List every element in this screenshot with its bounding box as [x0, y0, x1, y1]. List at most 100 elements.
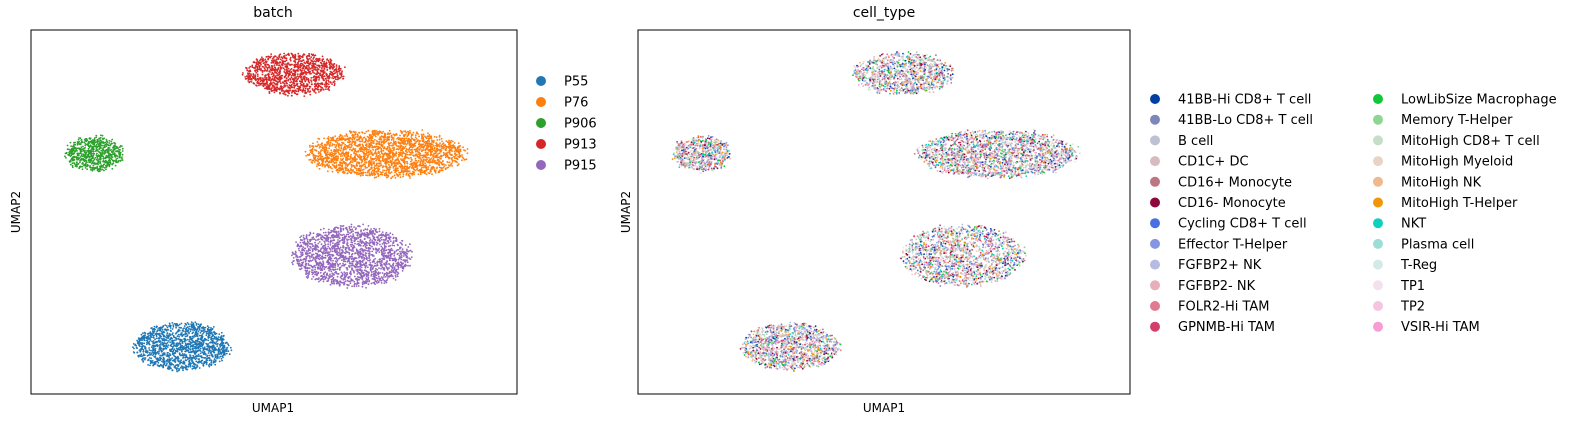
data-point — [341, 142, 344, 145]
data-point — [92, 140, 95, 142]
data-point — [339, 162, 342, 164]
data-point — [175, 337, 177, 339]
data-point — [309, 57, 311, 60]
data-point — [326, 170, 329, 173]
data-point — [421, 139, 424, 142]
data-point — [171, 357, 174, 359]
data-point — [441, 163, 444, 166]
data-point — [390, 134, 393, 137]
data-point — [82, 158, 85, 161]
data-point — [352, 130, 355, 133]
data-point — [199, 352, 202, 355]
data-point — [321, 165, 324, 167]
data-point — [133, 351, 136, 354]
data-point — [99, 136, 102, 139]
data-point — [226, 346, 229, 349]
data-point — [406, 162, 409, 165]
data-point — [371, 157, 374, 160]
data-point — [213, 341, 216, 344]
data-point — [314, 149, 317, 152]
data-point — [189, 346, 192, 348]
data-point — [325, 159, 328, 162]
data-point — [340, 164, 343, 167]
data-point — [380, 143, 383, 146]
data-point — [212, 326, 215, 328]
data-point — [183, 345, 185, 348]
data-point — [303, 53, 306, 56]
data-point — [409, 146, 412, 149]
data-point — [139, 349, 142, 351]
data-point — [83, 141, 86, 144]
data-point — [156, 360, 159, 363]
data-point — [431, 145, 433, 148]
data-point — [297, 52, 300, 55]
data-point — [184, 339, 187, 342]
data-point — [365, 161, 368, 164]
data-point — [193, 329, 196, 332]
data-point — [202, 341, 205, 344]
data-point — [267, 57, 270, 60]
data-point — [321, 158, 323, 161]
data-point — [316, 57, 318, 60]
data-point — [99, 157, 102, 160]
data-point — [105, 168, 107, 171]
data-point — [323, 144, 326, 146]
data-point — [443, 163, 445, 166]
data-point — [434, 149, 436, 152]
data-point — [331, 144, 333, 147]
data-point — [212, 361, 215, 364]
data-point — [195, 324, 198, 326]
data-point — [166, 352, 169, 354]
data-point — [317, 160, 319, 163]
data-point — [412, 131, 415, 134]
data-point — [388, 161, 390, 164]
data-point — [356, 171, 359, 174]
data-point — [357, 167, 360, 170]
data-point — [222, 353, 225, 355]
data-point — [191, 341, 194, 344]
data-point — [151, 340, 153, 343]
data-point — [384, 140, 387, 143]
data-point — [261, 56, 263, 59]
data-point — [355, 164, 358, 167]
data-point — [437, 163, 439, 165]
data-point — [272, 89, 275, 91]
data-point — [333, 63, 335, 65]
data-point — [152, 340, 155, 342]
data-point — [93, 152, 96, 155]
data-point — [210, 351, 213, 354]
data-point — [83, 160, 86, 163]
data-point — [370, 141, 372, 143]
data-point — [337, 143, 340, 146]
data-point — [427, 166, 430, 168]
chart-title: batch — [253, 5, 293, 21]
data-point — [369, 174, 371, 177]
data-point — [388, 171, 391, 174]
data-point — [187, 345, 190, 348]
data-point — [169, 324, 172, 327]
data-point — [419, 161, 422, 164]
data-point — [409, 130, 411, 132]
data-point — [159, 363, 162, 366]
data-point — [113, 142, 115, 144]
data-point — [345, 167, 348, 170]
data-point — [454, 152, 456, 155]
data-point — [146, 343, 148, 346]
data-point — [432, 155, 435, 157]
data-point — [349, 148, 351, 151]
data-point — [377, 172, 379, 175]
data-point — [409, 139, 412, 142]
data-point — [158, 344, 161, 346]
data-point — [75, 156, 77, 158]
data-point — [345, 133, 348, 136]
data-point — [402, 147, 404, 150]
data-point — [462, 146, 464, 149]
data-point — [348, 169, 350, 172]
data-point — [212, 344, 215, 347]
data-point — [121, 153, 124, 156]
data-point — [377, 132, 380, 135]
data-point — [97, 154, 99, 157]
data-point — [407, 153, 409, 156]
data-point — [361, 131, 363, 134]
data-point — [281, 59, 283, 62]
